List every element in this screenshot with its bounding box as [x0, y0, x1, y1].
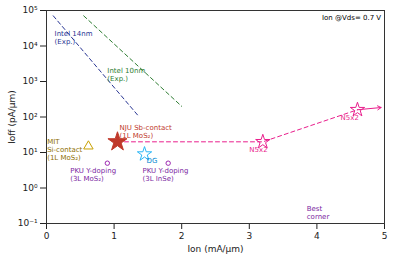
- svg-text:Intel 14nm(Exp.): Intel 14nm(Exp.): [55, 30, 93, 46]
- svg-text:DG: DG: [147, 157, 158, 165]
- svg-text:MITSi-contact(1L MoS₂): MITSi-contact(1L MoS₂): [47, 138, 82, 162]
- svg-text:4: 4: [314, 231, 320, 241]
- svg-text:Ioff (pA/μm): Ioff (pA/μm): [7, 90, 17, 144]
- svg-text:10²: 10²: [22, 112, 37, 122]
- svg-text:N5x2: N5x2: [249, 146, 267, 154]
- svg-text:10⁴: 10⁴: [22, 41, 37, 51]
- svg-text:Intel 10nm(Exp.): Intel 10nm(Exp.): [107, 67, 145, 83]
- svg-text:0: 0: [44, 231, 50, 241]
- svg-text:10⁵: 10⁵: [22, 5, 37, 15]
- svg-text:5: 5: [382, 231, 388, 241]
- svg-text:PKU Y-doping(3L InSe): PKU Y-doping(3L InSe): [142, 167, 188, 183]
- svg-text:10³: 10³: [22, 76, 37, 86]
- svg-text:10⁰: 10⁰: [22, 183, 37, 193]
- svg-text:1: 1: [111, 231, 117, 241]
- svg-text:PKU Y-doping(3L MoS₂): PKU Y-doping(3L MoS₂): [70, 167, 116, 183]
- svg-text:10⁻¹: 10⁻¹: [18, 218, 38, 228]
- svg-text:3: 3: [246, 231, 252, 241]
- svg-text:Ion @Vds= 0.7 V: Ion @Vds= 0.7 V: [322, 14, 381, 22]
- svg-text:NJU Sb-contact(1L MoS₂): NJU Sb-contact(1L MoS₂): [120, 124, 173, 140]
- svg-text:N5x2: N5x2: [341, 114, 359, 122]
- svg-text:10¹: 10¹: [22, 147, 37, 157]
- svg-text:2: 2: [179, 231, 185, 241]
- svg-text:Ion (mA/μm): Ion (mA/μm): [187, 244, 243, 254]
- svg-text:Bestcorner: Bestcorner: [307, 205, 330, 221]
